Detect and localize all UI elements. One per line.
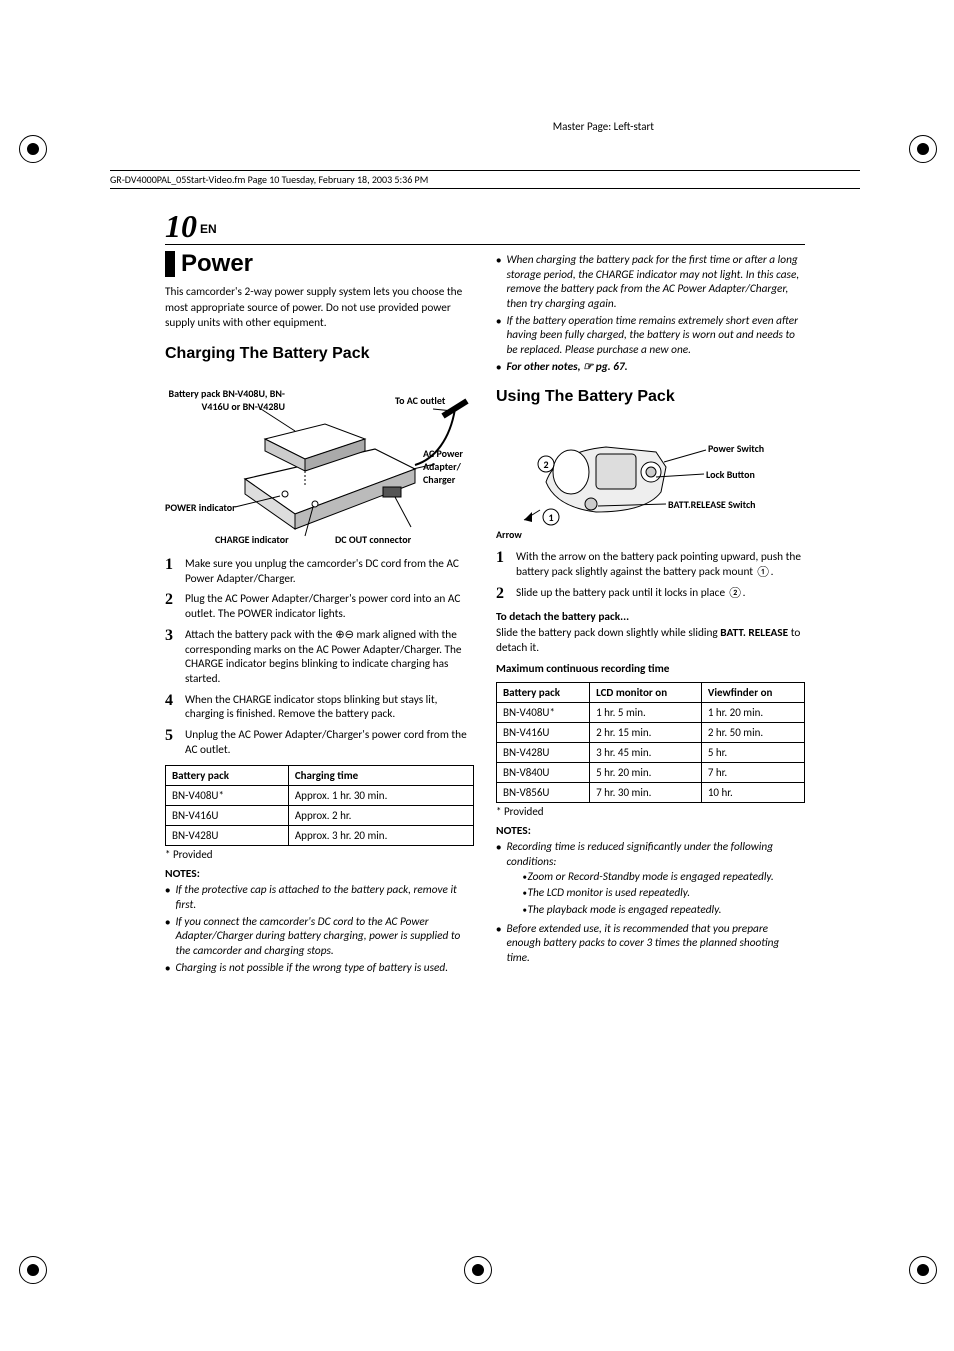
table-cell: 5 hr. (701, 743, 804, 763)
table-header: Charging time (288, 766, 473, 786)
label-lock-button: Lock Button (706, 468, 755, 481)
table-header: LCD monitor on (590, 683, 702, 703)
label-to-ac: To AC outlet (395, 394, 445, 407)
note-crossref: For other notes, ☞ pg. 67. (506, 360, 627, 375)
heading-bar-icon (165, 251, 175, 277)
step-text: Make sure you unplug the camcorder's DC … (185, 557, 474, 586)
label-battery-pack: Battery pack BN-V408U, BN-V416U or BN-V4… (165, 387, 285, 413)
section-heading: Power (165, 251, 474, 277)
crop-mark-icon (14, 130, 50, 166)
label-charge-indicator: CHARGE indicator (215, 533, 289, 546)
charger-diagram: Battery pack BN-V408U, BN-V416U or BN-V4… (165, 369, 474, 549)
label-power-switch: Power Switch (708, 442, 764, 455)
subnote-text: Zoom or Record-Standby mode is engaged r… (522, 870, 805, 885)
step-text: Plug the AC Power Adapter/Charger's powe… (185, 592, 474, 621)
camcorder-svg-icon: 1 2 (496, 412, 806, 542)
right-column: When charging the battery pack for the f… (496, 249, 805, 977)
table-cell: BN-V428U (497, 743, 590, 763)
max-time-heading: Maximum continuous recording time (496, 662, 805, 676)
label-power-indicator: POWER indicator (165, 501, 236, 514)
top-rule (165, 244, 805, 245)
svg-text:2: 2 (543, 458, 548, 471)
table-cell: Approx. 1 hr. 30 min. (288, 786, 473, 806)
note-text: If you connect the camcorder's DC cord t… (175, 915, 474, 959)
notes-list: When charging the battery pack for the f… (496, 253, 805, 374)
page: Master Page: Left-start GR-DV4000PAL_05S… (0, 0, 954, 1351)
section-title: Power (181, 251, 253, 277)
step-text: With the arrow on the battery pack point… (516, 550, 805, 579)
master-page-text: Master Page: Left-start (553, 120, 654, 133)
table-cell: 7 hr. (701, 763, 804, 783)
page-number-value: 10 (165, 208, 197, 244)
crop-mark-icon (904, 130, 940, 166)
using-steps: 1With the arrow on the battery pack poin… (496, 550, 805, 601)
table-cell: BN-V416U (166, 806, 289, 826)
label-ac-adapter: AC Power Adapter/ Charger (423, 447, 483, 486)
recording-time-table: Battery pack LCD monitor on Viewfinder o… (496, 682, 805, 803)
detach-body: Slide the battery pack down slightly whi… (496, 626, 805, 657)
notes-heading: NOTES: (165, 867, 474, 881)
charging-time-table: Battery pack Charging time BN-V408U*Appr… (165, 765, 474, 846)
notes-list: Recording time is reduced significantly … (496, 840, 805, 965)
table-footnote: * Provided (165, 848, 474, 861)
step-text: Attach the battery pack with the ⊕⊖ mark… (185, 628, 474, 687)
detach-heading: To detach the battery pack... (496, 610, 805, 624)
step-text: When the CHARGE indicator stops blinking… (185, 693, 474, 722)
note-text: Charging is not possible if the wrong ty… (175, 961, 448, 976)
label-batt-release: BATT.RELEASE Switch (668, 498, 756, 511)
table-cell: 1 hr. 5 min. (590, 703, 702, 723)
charge-steps: 1Make sure you unplug the camcorder's DC… (165, 557, 474, 757)
file-stamp-text: GR-DV4000PAL_05Start-Video.fm Page 10 Tu… (110, 170, 860, 189)
step-text: Unplug the AC Power Adapter/Charger's po… (185, 728, 474, 757)
charging-heading: Charging The Battery Pack (165, 345, 474, 363)
table-cell: 3 hr. 45 min. (590, 743, 702, 763)
crop-mark-icon (904, 1251, 940, 1287)
note-text: If the protective cap is attached to the… (175, 883, 474, 912)
notes-list: If the protective cap is attached to the… (165, 883, 474, 975)
table-cell: 2 hr. 15 min. (590, 723, 702, 743)
notes-heading: NOTES: (496, 824, 805, 838)
note-text: When charging the battery pack for the f… (506, 253, 805, 312)
camcorder-diagram: 1 2 Power Switch Lock Button BATT.RELEAS… (496, 412, 805, 542)
note-text: Before extended use, it is recommended t… (506, 922, 805, 966)
table-cell: BN-V416U (497, 723, 590, 743)
left-column: Power This camcorder's 2-way power suppl… (165, 249, 474, 977)
table-header: Battery pack (166, 766, 289, 786)
page-number-suffix: EN (200, 222, 217, 236)
label-arrow: Arrow (496, 528, 522, 541)
page-number: 10EN (165, 210, 805, 242)
table-cell: 1 hr. 20 min. (701, 703, 804, 723)
table-cell: BN-V408U* (497, 703, 590, 723)
table-cell: 10 hr. (701, 783, 804, 803)
table-cell: Approx. 3 hr. 20 min. (288, 826, 473, 846)
table-cell: BN-V856U (497, 783, 590, 803)
table-cell: 7 hr. 30 min. (590, 783, 702, 803)
detach-body-part: Slide the battery pack down slightly whi… (496, 626, 720, 640)
table-cell: BN-V408U* (166, 786, 289, 806)
step-text: Slide up the battery pack until it locks… (516, 586, 745, 602)
detach-body-bold: BATT. RELEASE (720, 626, 788, 640)
table-cell: 5 hr. 20 min. (590, 763, 702, 783)
crop-mark-icon (14, 1251, 50, 1287)
table-cell: 2 hr. 50 min. (701, 723, 804, 743)
table-cell: Approx. 2 hr. (288, 806, 473, 826)
subnote-text: The playback mode is engaged repeatedly. (522, 903, 805, 918)
table-cell: BN-V428U (166, 826, 289, 846)
table-cell: BN-V840U (497, 763, 590, 783)
using-heading: Using The Battery Pack (496, 388, 805, 406)
table-footnote: * Provided (496, 805, 805, 818)
intro-text: This camcorder's 2-way power supply syst… (165, 285, 474, 331)
svg-text:1: 1 (548, 511, 553, 524)
table-header: Viewfinder on (701, 683, 804, 703)
note-text: If the battery operation time remains ex… (506, 314, 805, 358)
note-text: Recording time is reduced significantly … (506, 840, 773, 869)
subnote-text: The LCD monitor is used repeatedly. (522, 886, 805, 901)
label-dc-out: DC OUT connector (335, 533, 411, 546)
table-header: Battery pack (497, 683, 590, 703)
crop-mark-icon (459, 1251, 495, 1287)
